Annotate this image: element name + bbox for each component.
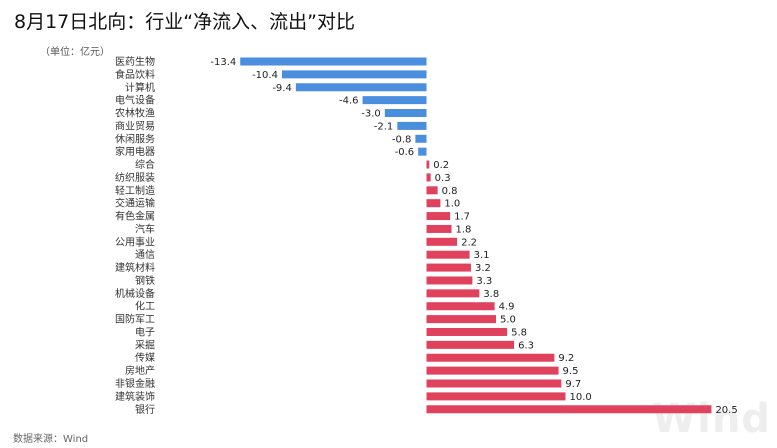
bar xyxy=(397,121,427,130)
category-label: 交通运输 xyxy=(115,197,155,210)
category-label: 银行 xyxy=(135,403,155,416)
category-label: 食品饮料 xyxy=(115,68,155,81)
value-label: 3.1 xyxy=(474,250,490,261)
category-label: 房地产 xyxy=(125,364,155,377)
bar xyxy=(426,379,562,388)
bar xyxy=(281,70,427,79)
bar xyxy=(426,366,559,375)
value-label: 1.7 xyxy=(454,212,470,223)
bar xyxy=(418,147,427,156)
value-label: -0.6 xyxy=(395,147,415,158)
category-label: 轻工制造 xyxy=(115,184,155,197)
category-label: 建筑装饰 xyxy=(115,390,155,403)
value-label: -2.1 xyxy=(374,121,394,132)
category-label: 商业贸易 xyxy=(115,119,155,132)
bar xyxy=(426,392,566,401)
value-label: 1.8 xyxy=(456,224,472,235)
category-label: 休闲服务 xyxy=(115,132,155,145)
bar xyxy=(240,57,427,66)
bar xyxy=(384,109,427,118)
bar xyxy=(426,186,438,195)
value-label: 9.7 xyxy=(565,379,581,390)
value-label: -0.8 xyxy=(392,134,412,145)
bar xyxy=(426,250,470,259)
value-label: 9.5 xyxy=(563,366,579,377)
bar xyxy=(426,263,471,272)
bar xyxy=(426,212,451,221)
category-label: 国防军工 xyxy=(115,313,155,326)
category-label: 电子 xyxy=(135,325,155,338)
value-label: -3.0 xyxy=(361,109,381,120)
bar xyxy=(426,302,495,311)
value-label: 5.8 xyxy=(511,327,527,338)
category-label: 化工 xyxy=(135,300,155,313)
value-label: 1.0 xyxy=(444,199,460,210)
value-label: 2.2 xyxy=(461,237,477,248)
value-label: 0.3 xyxy=(435,173,451,184)
value-label: 0.8 xyxy=(442,186,458,197)
bar xyxy=(426,289,480,298)
value-label: 20.5 xyxy=(715,405,737,416)
value-label: -10.4 xyxy=(252,70,278,81)
value-label: 3.2 xyxy=(475,263,491,274)
value-label: -4.6 xyxy=(339,96,359,107)
value-label: 10.0 xyxy=(570,392,592,403)
bar xyxy=(426,340,515,349)
bar xyxy=(426,199,441,208)
category-label: 综合 xyxy=(135,158,155,171)
value-label: 3.8 xyxy=(483,289,499,300)
watermark-logo: Wind xyxy=(652,396,771,442)
category-label: 电气设备 xyxy=(115,94,155,107)
category-label: 汽车 xyxy=(135,222,155,235)
category-label: 传媒 xyxy=(135,352,155,364)
bar xyxy=(415,134,427,143)
value-label: 0.2 xyxy=(433,160,449,171)
category-label: 非银金融 xyxy=(115,377,155,390)
category-label: 采掘 xyxy=(135,338,155,351)
bar xyxy=(426,237,458,246)
unit-label: （单位：亿元） xyxy=(40,47,110,58)
value-label: -9.4 xyxy=(272,83,292,94)
value-label: 4.9 xyxy=(499,302,515,313)
category-label: 农林牧渔 xyxy=(115,107,155,120)
category-label: 建筑材料 xyxy=(115,261,155,274)
source-label: 数据来源：Wind xyxy=(13,434,89,445)
bar xyxy=(426,173,431,182)
value-label: 5.0 xyxy=(500,315,516,326)
category-label: 纺织服装 xyxy=(115,171,155,184)
chart-title: 8月17日北向：行业“净流入、流出”对比 xyxy=(14,11,355,33)
bar xyxy=(426,405,712,414)
bar xyxy=(426,276,473,285)
category-label: 通信 xyxy=(135,249,155,261)
bar xyxy=(362,96,427,105)
bar xyxy=(426,224,452,233)
value-label: 3.3 xyxy=(476,276,492,287)
category-label: 机械设备 xyxy=(115,287,155,300)
value-label: 6.3 xyxy=(518,340,534,351)
value-label: -13.4 xyxy=(210,57,236,68)
bar xyxy=(295,83,427,92)
value-label: 9.2 xyxy=(558,353,574,364)
category-label: 公用事业 xyxy=(115,235,155,248)
bar xyxy=(426,327,508,336)
bar xyxy=(426,160,430,169)
category-label: 计算机 xyxy=(125,81,155,94)
bar xyxy=(426,353,555,362)
category-label: 有色金属 xyxy=(115,210,155,223)
category-label: 医药生物 xyxy=(115,55,155,68)
bar xyxy=(426,315,496,324)
category-label: 钢铁 xyxy=(135,274,155,287)
category-label: 家用电器 xyxy=(115,145,155,158)
